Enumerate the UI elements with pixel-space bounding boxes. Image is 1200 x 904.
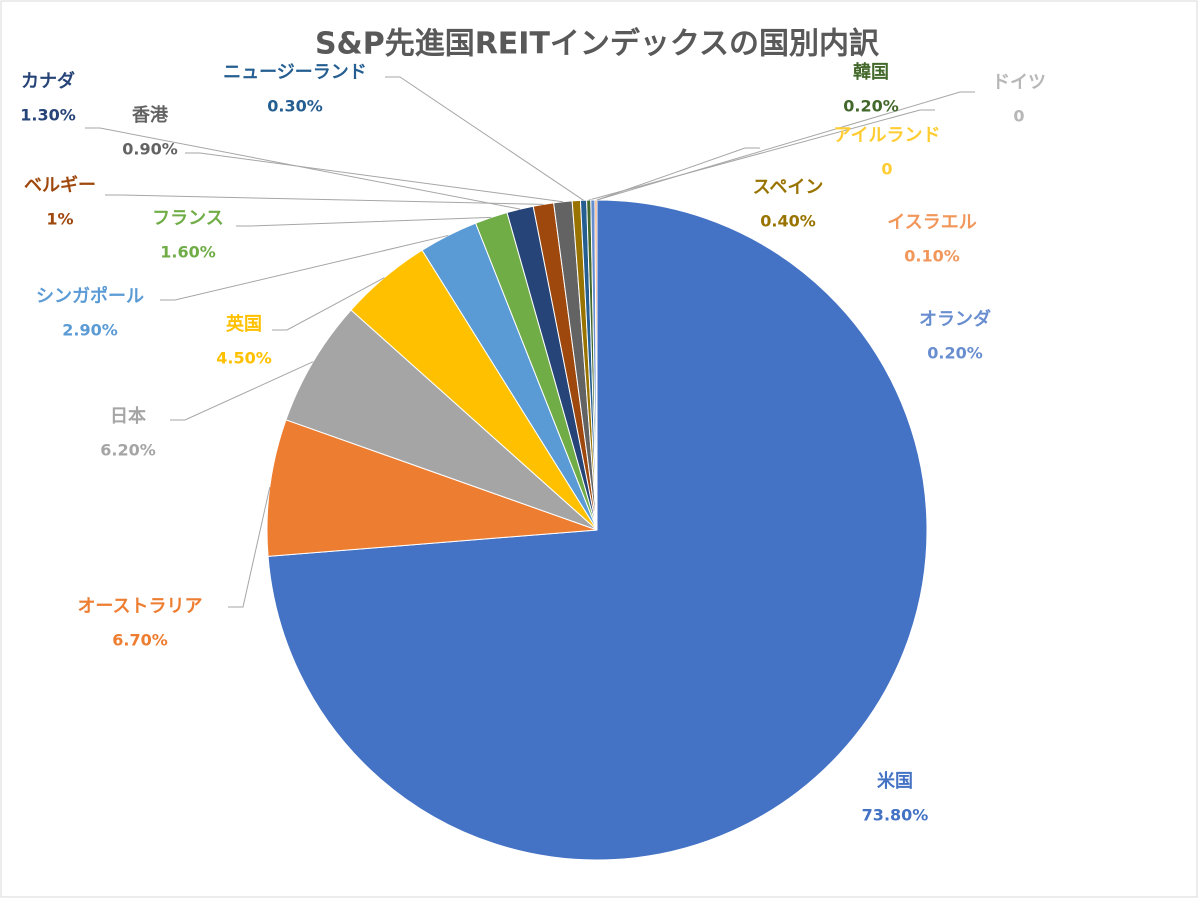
value-label: 0.40% [760,212,816,231]
slice-label: カナダ [21,70,75,92]
slice-label: 香港 [131,105,169,126]
slice-label: 米国 [877,770,913,792]
pie-slice [285,309,598,531]
slice-label: ニュージーランド [223,62,367,83]
slice-label: アイルランド [833,125,940,146]
slice-label: 英国 [225,313,262,335]
leader-line [185,152,563,203]
value-label: 4.50% [216,349,272,368]
slice-label: オーストラリア [77,596,202,617]
value-label: 0.90% [122,140,178,159]
slice-label: フランス [152,208,224,229]
slice-label: スペイン [753,177,824,198]
value-label: 6.70% [112,631,168,650]
slice-label: オランダ [919,308,991,330]
slice-label: 韓国 [853,61,889,83]
leader-line [385,76,584,201]
value-label: 0.10% [904,247,960,266]
leader-line [596,147,760,201]
value-label: 1% [46,210,73,229]
value-label: 0.20% [843,97,899,116]
leader-line [170,361,314,421]
value-label: 0 [881,160,892,179]
slice-label: イスラエル [887,212,976,233]
slice-label: ドイツ [992,72,1046,93]
leader-line [105,194,544,205]
value-label: 1.60% [160,243,216,262]
chart-title: S&P先進国REITインデックスの国別内訳 [315,27,880,62]
slice-label: シンガポール [36,285,144,307]
value-label: 2.90% [62,321,118,340]
leader-line [85,127,521,210]
value-label: 73.80% [862,806,929,825]
value-label: 0.30% [267,97,323,116]
value-label: 6.20% [100,441,156,460]
slice-label: ベルギー [24,175,96,196]
leader-line [228,487,271,608]
value-label: 0.20% [927,344,983,363]
pie-slice [267,199,928,861]
leader-line [272,277,385,331]
leader-line [596,91,975,201]
leader-line [236,216,492,227]
leader-line [160,234,449,301]
slice-label: 日本 [110,405,146,427]
value-label: 0 [1013,107,1024,126]
value-label: 1.30% [20,106,76,125]
